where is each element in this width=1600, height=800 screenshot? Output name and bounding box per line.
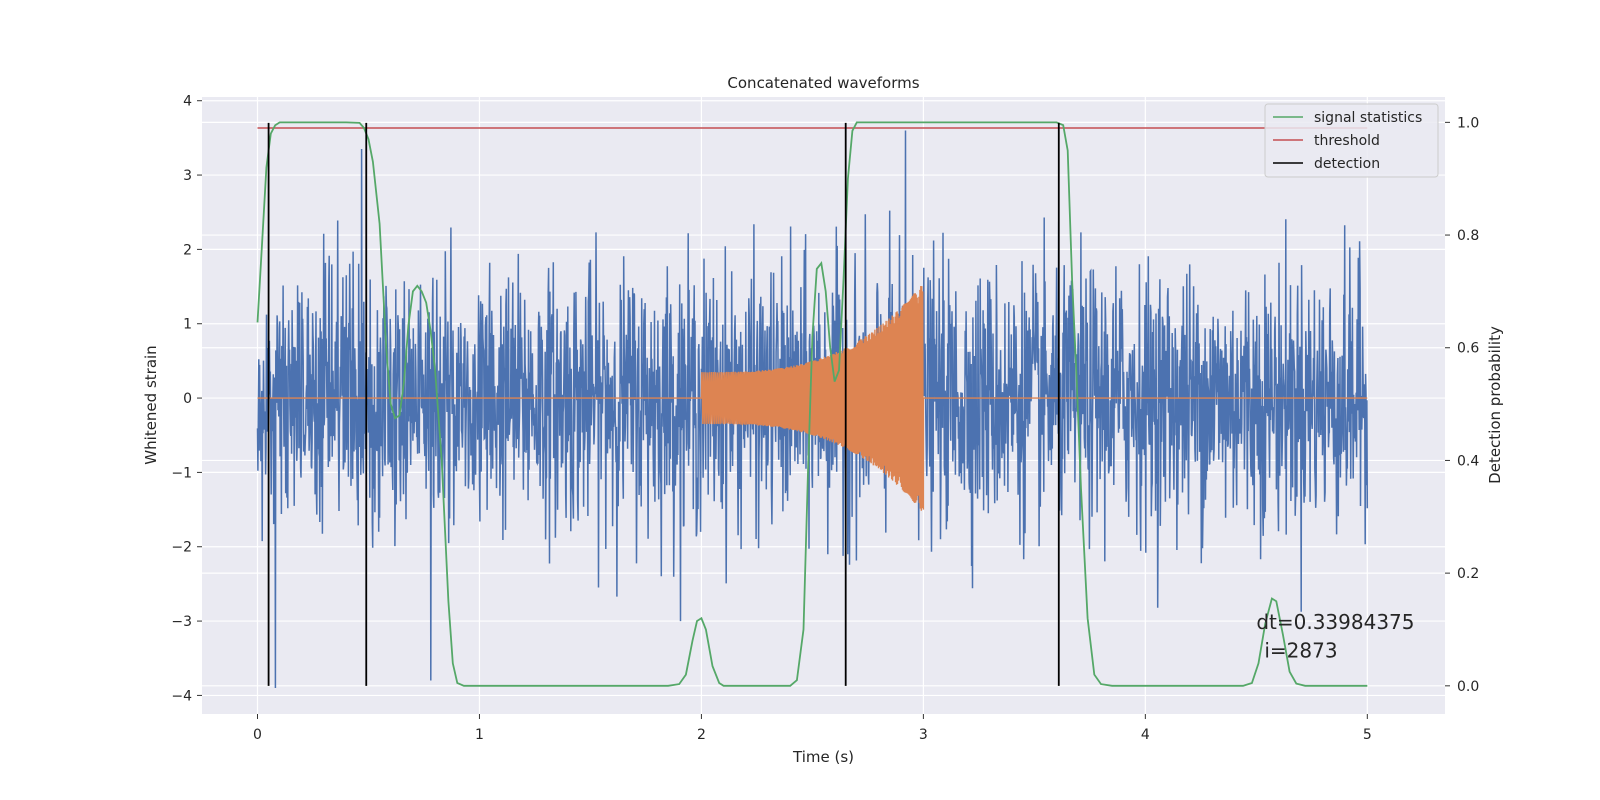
legend-box — [1264, 103, 1439, 178]
legend-label-signal-statistics: signal statistics — [1314, 110, 1422, 126]
y2-tick-label: 0.4 — [1457, 453, 1479, 469]
x-tick-label: 5 — [1363, 727, 1372, 743]
x-tick-label: 0 — [253, 727, 262, 743]
y-tick-label: 2 — [183, 242, 192, 258]
y-tick-label: 1 — [183, 317, 192, 333]
y-axis-title: Whitened strain — [142, 345, 160, 464]
x-tick-label: 4 — [1141, 727, 1150, 743]
y2-tick-label: 0.8 — [1457, 228, 1479, 244]
y-tick-label: −1 — [171, 465, 192, 481]
plot-area — [256, 121, 1369, 689]
y2-tick-label: 0.2 — [1457, 566, 1479, 582]
y2-tick-label: 0.6 — [1457, 341, 1479, 357]
x-axis-title: Time (s) — [792, 748, 854, 766]
y-tick-label: 0 — [183, 391, 192, 407]
x-tick-label: 2 — [697, 727, 706, 743]
y-tick-label: 4 — [183, 94, 192, 110]
x-tick-label: 1 — [475, 727, 484, 743]
legend-label-detection: detection — [1314, 156, 1380, 172]
annotation-dt: dt=0.33984375 — [1256, 610, 1414, 634]
legend-label-threshold: threshold — [1314, 133, 1380, 149]
annotation-index: i=2873 — [1264, 638, 1337, 662]
y2-tick-label: 1.0 — [1457, 115, 1479, 131]
y-tick-label: 3 — [183, 168, 192, 184]
injection-series-line — [257, 285, 1368, 511]
signal-statistics-line — [256, 121, 1368, 687]
y-tick-label: −2 — [171, 540, 192, 556]
y-tick-label: −4 — [171, 688, 192, 704]
y2-axis-title: Detection probability — [1486, 326, 1504, 484]
chart-title: Concatenated waveforms — [727, 74, 919, 92]
axis-ticks: 0 1 2 3 4 5 −4 −3 −2 −1 0 1 2 3 4 0.0 0.2 0.4 0.6 0.8 1.0 — [171, 94, 1479, 743]
legend: signal statistics threshold detection — [1264, 103, 1439, 178]
y-tick-label: −3 — [171, 614, 192, 630]
x-tick-label: 3 — [919, 727, 928, 743]
y2-tick-label: 0.0 — [1457, 679, 1479, 695]
